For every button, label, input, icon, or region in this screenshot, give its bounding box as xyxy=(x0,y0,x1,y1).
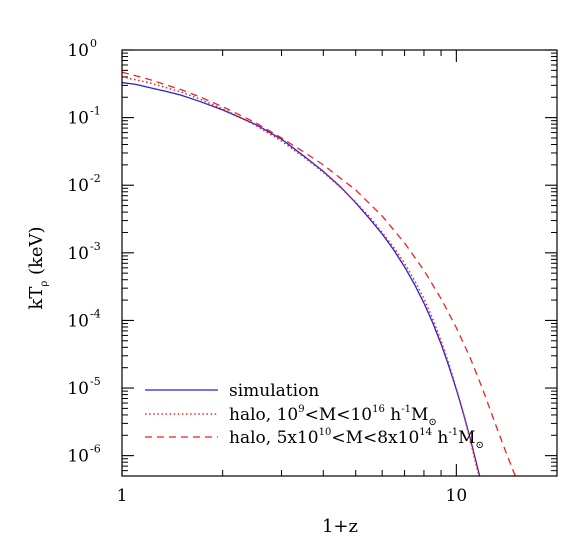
y-axis-label-unit: (keV) xyxy=(26,226,47,275)
y-tick-exponent: -4 xyxy=(90,307,101,320)
legend: simulation halo, 109<M<1016 h-1M⊙ halo, … xyxy=(145,381,484,451)
y-tick-exponent: -2 xyxy=(90,172,101,185)
y-axis-label-main: kT xyxy=(26,287,47,310)
y-tick-exponent: -6 xyxy=(90,443,101,456)
legend-label-halo-narrow: halo, 5x1010<M<8x1014 h-1M⊙ xyxy=(229,427,484,451)
minor-ticks xyxy=(122,50,558,477)
plot-area xyxy=(122,71,516,476)
series-halo-narrow xyxy=(122,71,516,476)
y-tick-label: 10 xyxy=(67,379,89,399)
x-axis-label: 1+z xyxy=(322,516,358,537)
y-tick-label: 10 xyxy=(67,447,89,467)
legend-label-halo-wide: halo, 109<M<1016 h-1M⊙ xyxy=(229,404,437,428)
plot-frame xyxy=(121,49,558,477)
y-tick-label: 10 xyxy=(67,311,89,331)
y-axis-label-subscript: ρ xyxy=(39,281,50,287)
y-tick-label: 10 xyxy=(67,176,89,196)
y-tick-label: 10 xyxy=(67,41,89,61)
y-tick-exponent: -5 xyxy=(90,375,101,388)
y-tick-exponent: 0 xyxy=(90,37,97,50)
y-tick-exponent: -1 xyxy=(90,105,101,118)
y-tick-label: 10 xyxy=(67,244,89,264)
y-tick-label: 10 xyxy=(67,109,89,129)
x-tick-label: 1 xyxy=(117,486,128,506)
legend-label-simulation: simulation xyxy=(229,381,319,401)
y-tick-exponent: -3 xyxy=(90,240,101,253)
x-tick-label: 10 xyxy=(446,486,468,506)
y-axis-label: kTρ (keV) xyxy=(26,226,50,309)
